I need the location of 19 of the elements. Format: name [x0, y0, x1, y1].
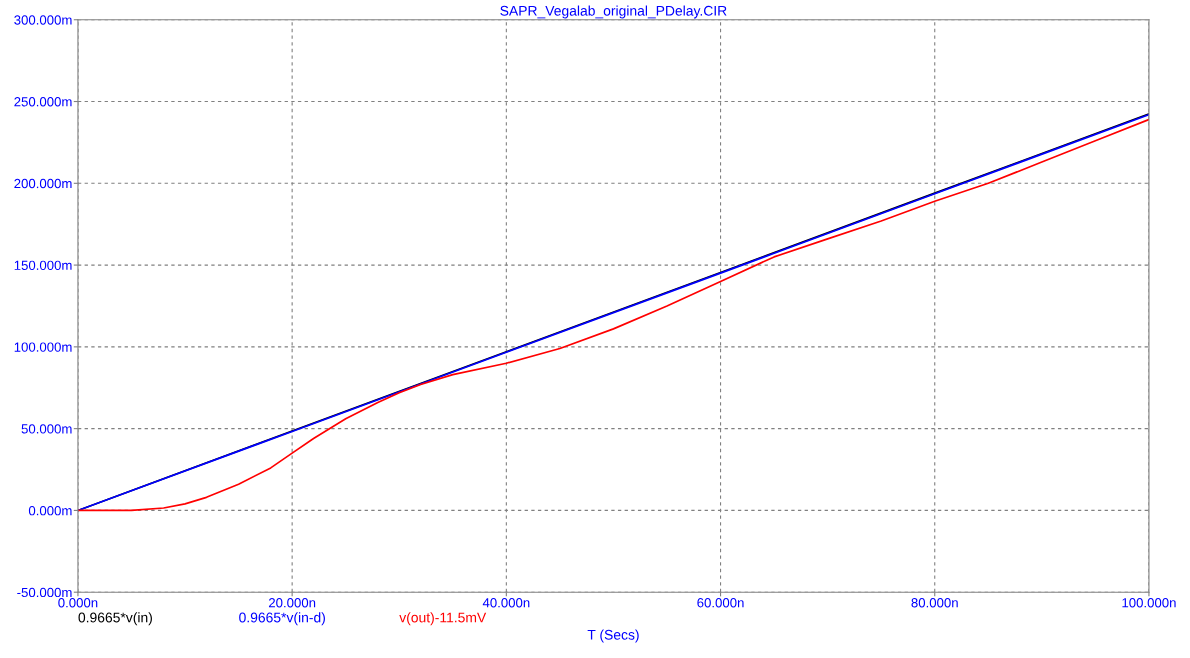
y-tick-label: 200.000m [14, 178, 72, 189]
y-tick-label: 150.000m [14, 260, 72, 270]
x-tick-label: 100.000n [1122, 598, 1176, 608]
y-tick-label: 50.000m [21, 424, 72, 434]
y-tick-label: 100.000m [14, 342, 72, 352]
chart-title: SAPR_Vegalab_original_PDelay.CIR [500, 5, 727, 19]
y-tick-label: 300.000m [14, 15, 72, 25]
text: v(out)-11.5mV [399, 612, 487, 626]
x-tick-label: 20.000n [268, 598, 316, 608]
x-tick-label: 80.000n [911, 598, 958, 608]
y-tick-label: -50.000m [17, 587, 72, 598]
y-tick-label: 0.000m [28, 505, 72, 516]
x-tick-label: 40.000n [482, 598, 530, 608]
text: 0.9665*v(in-d) [239, 612, 325, 626]
text: 0.9665*v(in) [78, 612, 152, 626]
x-tick-label: 60.000n [697, 598, 744, 608]
x-tick-label: 0.000n [58, 598, 98, 608]
y-tick-label: 250.000m [14, 97, 72, 107]
x-axis-title: T (Secs) [587, 629, 639, 643]
